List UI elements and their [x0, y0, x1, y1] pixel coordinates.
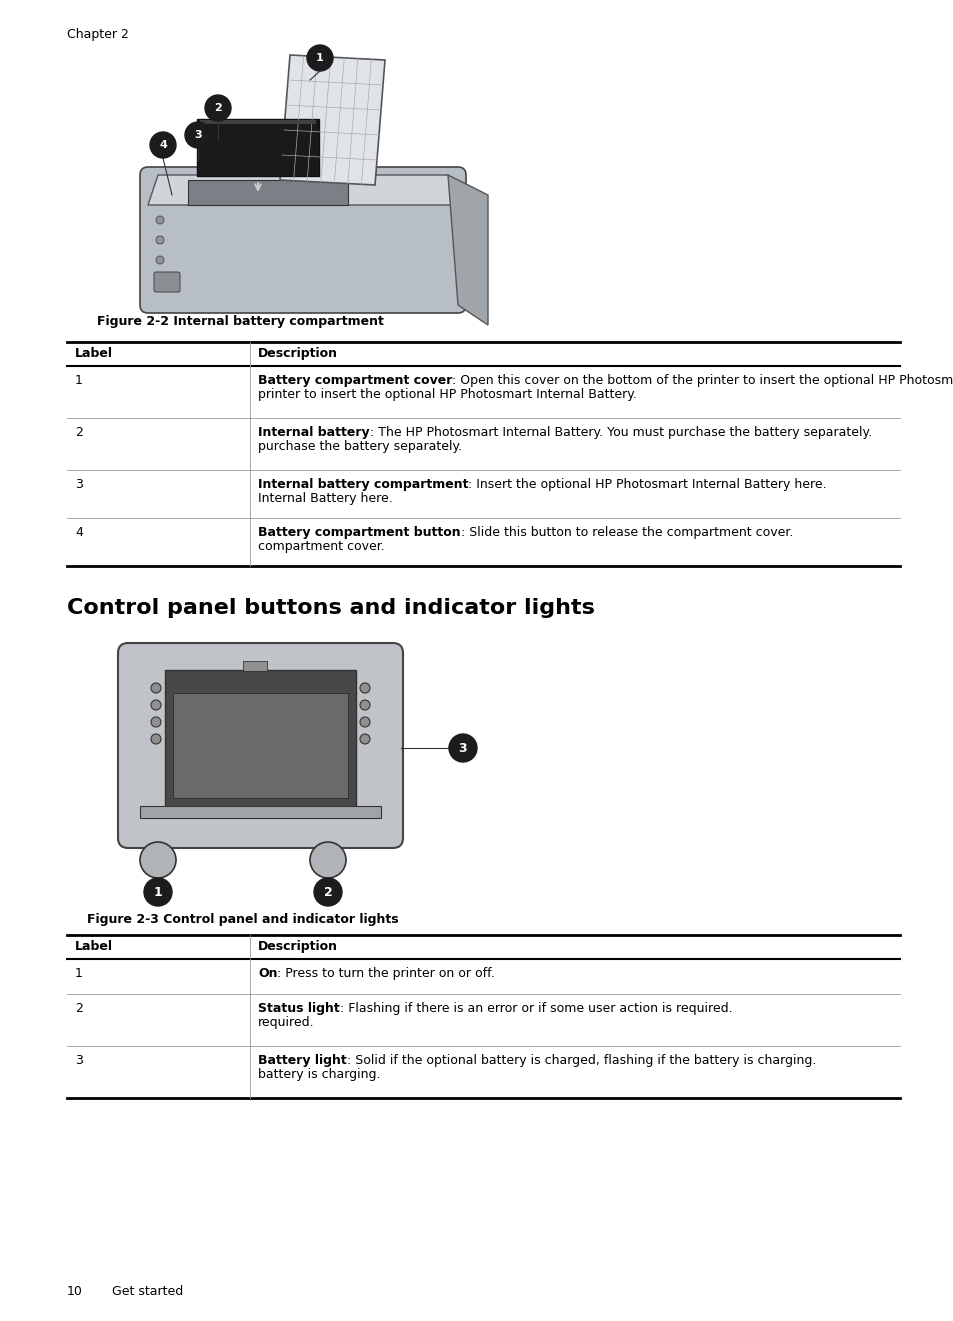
Text: 1: 1: [75, 374, 83, 387]
Circle shape: [310, 841, 346, 878]
Text: : Slide this button to release the compartment cover.: : Slide this button to release the compa…: [460, 526, 792, 539]
Polygon shape: [148, 174, 457, 205]
Text: Description: Description: [257, 347, 337, 361]
Bar: [172, 694, 348, 798]
Circle shape: [156, 217, 164, 225]
Circle shape: [156, 256, 164, 264]
Text: Status light: Status light: [257, 1003, 339, 1015]
Text: 2: 2: [75, 425, 83, 439]
Text: 2: 2: [213, 103, 222, 114]
Circle shape: [307, 45, 333, 71]
FancyBboxPatch shape: [165, 670, 355, 811]
Text: : The HP Photosmart Internal Battery. You must purchase the battery separately.: : The HP Photosmart Internal Battery. Yo…: [369, 425, 871, 439]
Circle shape: [151, 717, 161, 727]
Text: 2: 2: [323, 885, 332, 898]
Text: required.: required.: [257, 1016, 314, 1029]
Circle shape: [359, 717, 370, 727]
Circle shape: [144, 878, 172, 906]
Text: Description: Description: [257, 941, 337, 952]
FancyBboxPatch shape: [200, 120, 315, 124]
Text: purchase the battery separately.: purchase the battery separately.: [257, 440, 461, 453]
Circle shape: [185, 122, 211, 148]
Text: Label: Label: [75, 347, 112, 361]
Text: : Open this cover on the bottom of the printer to insert the optional HP Photosm: : Open this cover on the bottom of the p…: [452, 374, 953, 387]
Circle shape: [359, 734, 370, 744]
FancyBboxPatch shape: [118, 643, 402, 848]
Text: 1: 1: [75, 967, 83, 980]
Text: 4: 4: [75, 526, 83, 539]
Bar: [188, 180, 348, 205]
Text: 3: 3: [458, 741, 467, 754]
Text: Control panel buttons and indicator lights: Control panel buttons and indicator ligh…: [67, 598, 595, 618]
Text: On: On: [257, 967, 277, 980]
Text: 4: 4: [159, 140, 167, 151]
Text: 3: 3: [75, 478, 83, 491]
Text: Internal battery: Internal battery: [257, 425, 369, 439]
Circle shape: [150, 132, 175, 159]
Text: 3: 3: [194, 129, 202, 140]
FancyBboxPatch shape: [153, 272, 180, 292]
Text: : Flashing if there is an error or if some user action is required.: : Flashing if there is an error or if so…: [339, 1003, 732, 1015]
Bar: [140, 806, 380, 818]
Circle shape: [151, 734, 161, 744]
Text: 3: 3: [75, 1054, 83, 1067]
Text: Figure 2-2 Internal battery compartment: Figure 2-2 Internal battery compartment: [97, 314, 383, 328]
Text: Battery light: Battery light: [257, 1054, 346, 1067]
Text: Internal battery compartment: Internal battery compartment: [257, 478, 468, 491]
Text: 1: 1: [315, 53, 323, 63]
Text: Label: Label: [75, 941, 112, 952]
Polygon shape: [448, 174, 488, 325]
Circle shape: [140, 841, 175, 878]
Text: 1: 1: [153, 885, 162, 898]
Circle shape: [359, 683, 370, 694]
Text: Battery compartment cover: Battery compartment cover: [257, 374, 452, 387]
Text: Chapter 2: Chapter 2: [67, 28, 129, 41]
Circle shape: [359, 700, 370, 709]
Text: battery is charging.: battery is charging.: [257, 1067, 380, 1081]
Text: : Press to turn the printer on or off.: : Press to turn the printer on or off.: [277, 967, 495, 980]
FancyBboxPatch shape: [196, 119, 318, 176]
Text: Battery compartment button: Battery compartment button: [257, 526, 460, 539]
Circle shape: [156, 236, 164, 244]
FancyBboxPatch shape: [140, 166, 465, 313]
Polygon shape: [280, 55, 385, 185]
Circle shape: [314, 878, 341, 906]
Text: : Insert the optional HP Photosmart Internal Battery here.: : Insert the optional HP Photosmart Inte…: [468, 478, 826, 491]
Text: : Solid if the optional battery is charged, flashing if the battery is charging.: : Solid if the optional battery is charg…: [346, 1054, 815, 1067]
Text: Internal Battery here.: Internal Battery here.: [257, 491, 393, 505]
Bar: [243, 660, 267, 671]
Circle shape: [449, 734, 476, 762]
Text: Get started: Get started: [112, 1285, 183, 1299]
Circle shape: [151, 700, 161, 709]
Text: 10: 10: [67, 1285, 83, 1299]
Text: 2: 2: [75, 1003, 83, 1015]
Circle shape: [151, 683, 161, 694]
Circle shape: [205, 95, 231, 122]
Text: compartment cover.: compartment cover.: [257, 540, 384, 553]
Text: printer to insert the optional HP Photosmart Internal Battery.: printer to insert the optional HP Photos…: [257, 388, 637, 402]
Text: Figure 2-3 Control panel and indicator lights: Figure 2-3 Control panel and indicator l…: [87, 913, 398, 926]
